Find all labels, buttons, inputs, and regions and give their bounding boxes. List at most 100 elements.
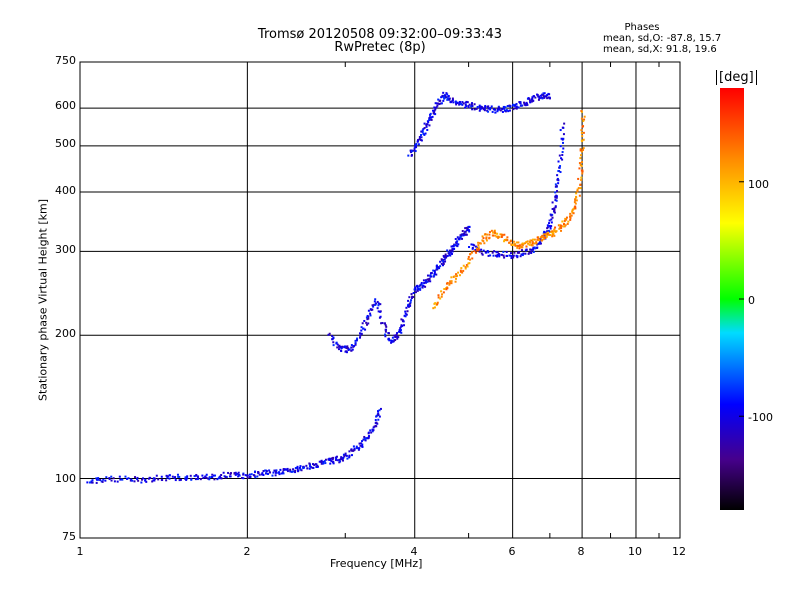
- echo-point: [522, 252, 525, 255]
- echo-point: [492, 254, 495, 257]
- echo-point: [518, 251, 521, 254]
- echo-point: [206, 477, 209, 480]
- echo-point: [224, 476, 227, 479]
- echo-point: [430, 118, 433, 121]
- echo-point: [435, 273, 438, 276]
- echo-point: [530, 98, 533, 101]
- echo-point: [441, 293, 444, 296]
- echo-point: [168, 474, 171, 477]
- echo-point: [558, 154, 561, 157]
- echo-point: [498, 108, 501, 111]
- echo-point: [214, 474, 217, 477]
- echo-point: [96, 478, 99, 481]
- echo-point: [338, 345, 341, 348]
- echo-point: [449, 251, 452, 254]
- echo-point: [336, 346, 339, 349]
- echo-point: [494, 111, 497, 114]
- echo-point: [418, 285, 421, 288]
- echo-point: [425, 123, 428, 126]
- echo-point: [244, 474, 247, 477]
- echo-point: [375, 425, 378, 428]
- echo-point: [458, 100, 461, 103]
- echo-point: [152, 479, 155, 482]
- echo-point: [468, 229, 471, 232]
- echo-point: [520, 253, 523, 256]
- echo-point: [424, 285, 427, 288]
- echo-point: [440, 290, 443, 293]
- echo-point: [502, 250, 505, 253]
- echo-point: [474, 245, 477, 248]
- echo-point: [390, 339, 393, 342]
- echo-point: [151, 480, 154, 483]
- echo-point: [538, 97, 541, 100]
- echo-point: [340, 457, 343, 460]
- echo-point: [446, 254, 449, 257]
- echo-point: [554, 199, 557, 202]
- echo-point: [433, 106, 436, 109]
- echo-point: [235, 473, 238, 476]
- echo-point: [371, 430, 374, 433]
- echo-point: [536, 93, 539, 96]
- echo-point: [166, 475, 169, 478]
- echo-point: [95, 481, 98, 484]
- echo-point: [387, 332, 390, 335]
- echo-point: [498, 107, 501, 110]
- echo-point: [524, 242, 527, 245]
- echo-point: [466, 101, 469, 104]
- echo-point: [491, 251, 494, 254]
- echo-point: [471, 257, 474, 260]
- echo-point: [372, 305, 375, 308]
- echo-point: [461, 230, 464, 233]
- echo-point: [552, 232, 555, 235]
- echo-point: [493, 108, 496, 111]
- echo-point: [371, 304, 374, 307]
- echo-point: [315, 465, 318, 468]
- echo-point: [344, 454, 347, 457]
- echo-point: [401, 319, 404, 322]
- echo-point: [468, 262, 471, 265]
- echo-point: [179, 478, 182, 481]
- echo-point: [498, 255, 501, 258]
- echo-point: [414, 288, 417, 291]
- echo-point: [428, 124, 431, 127]
- echo-point: [339, 460, 342, 463]
- y-tick-label: 200: [55, 327, 76, 340]
- echo-point: [571, 211, 574, 214]
- echo-point: [541, 235, 544, 238]
- echo-point: [296, 465, 299, 468]
- echo-point: [433, 269, 436, 272]
- echo-point: [393, 334, 396, 337]
- echo-point: [340, 350, 343, 353]
- echo-point: [416, 289, 419, 292]
- echo-point: [430, 272, 433, 275]
- echo-point: [360, 326, 363, 329]
- echo-point: [519, 101, 522, 104]
- echo-point: [459, 235, 462, 238]
- echo-point: [282, 469, 285, 472]
- echo-point: [105, 476, 108, 479]
- echo-point: [379, 407, 382, 410]
- echo-point: [464, 101, 467, 104]
- echo-point: [355, 447, 358, 450]
- echo-point: [286, 467, 289, 470]
- echo-point: [554, 226, 557, 229]
- echo-point: [165, 474, 168, 477]
- echo-point: [339, 345, 342, 348]
- echo-point: [477, 244, 480, 247]
- echo-point: [521, 249, 524, 252]
- echo-point: [529, 241, 532, 244]
- echo-point: [544, 233, 547, 236]
- echo-point: [456, 102, 459, 105]
- echo-point: [546, 232, 549, 235]
- echo-point: [467, 257, 470, 260]
- echo-point: [452, 245, 455, 248]
- echo-point: [578, 167, 581, 170]
- echo-point: [476, 247, 479, 250]
- echo-point: [555, 199, 558, 202]
- echo-point: [129, 479, 132, 482]
- echo-point: [436, 267, 439, 270]
- echo-point: [399, 331, 402, 334]
- echo-point: [394, 339, 397, 342]
- echo-point: [355, 339, 358, 342]
- echo-point: [530, 250, 533, 253]
